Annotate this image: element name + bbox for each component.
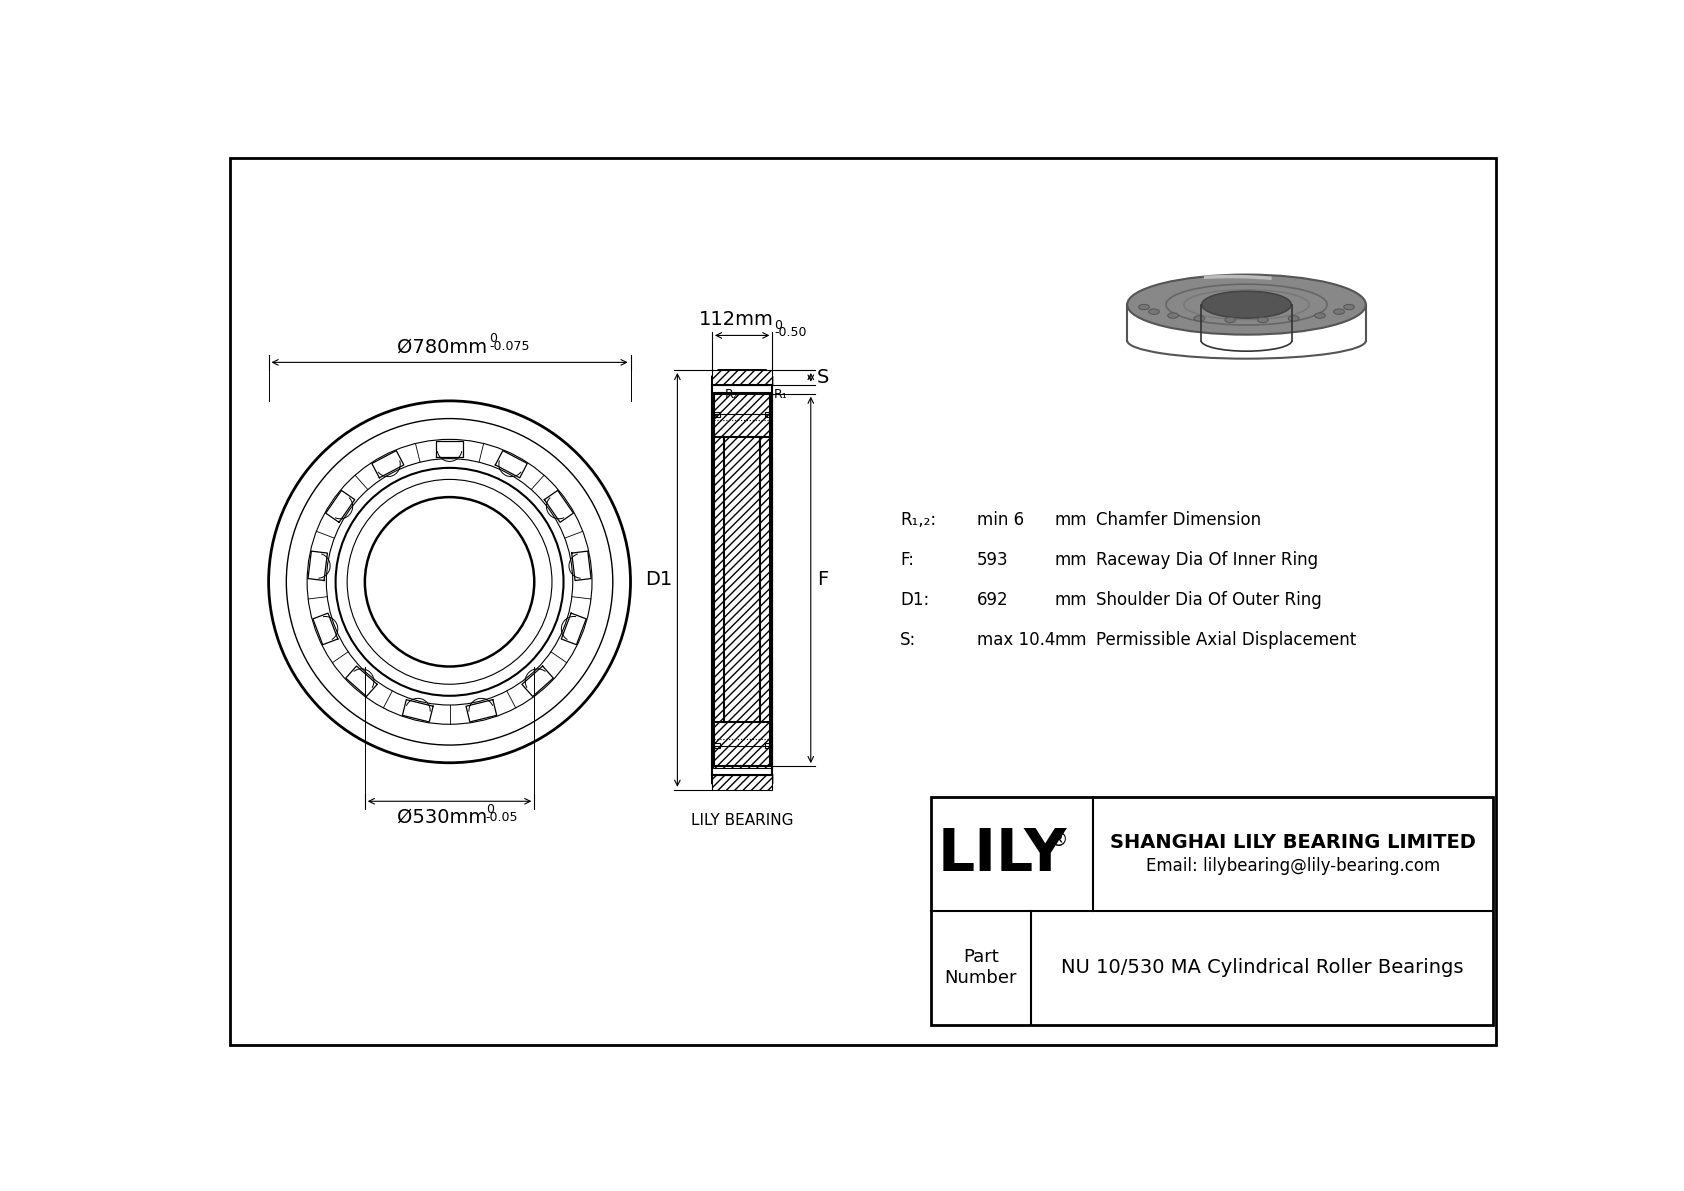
Text: -0.50: -0.50	[775, 326, 807, 339]
Ellipse shape	[1194, 316, 1204, 322]
Ellipse shape	[1288, 316, 1298, 322]
Bar	[759, 394, 770, 437]
Bar	[931, 798, 1494, 1024]
Bar	[765, 412, 771, 417]
Ellipse shape	[1224, 317, 1236, 323]
Text: mm: mm	[1054, 591, 1086, 610]
Bar	[712, 370, 773, 385]
Text: D1: D1	[645, 570, 674, 590]
Text: 0: 0	[775, 319, 783, 332]
Text: F: F	[817, 570, 829, 590]
Ellipse shape	[1167, 313, 1179, 318]
Text: LILY BEARING: LILY BEARING	[690, 812, 793, 828]
Bar	[714, 412, 719, 417]
Text: R₂: R₂	[724, 388, 738, 400]
Text: 112mm: 112mm	[699, 311, 773, 329]
Text: -0.075: -0.075	[490, 341, 530, 353]
Text: Part
Number: Part Number	[945, 948, 1017, 987]
Bar	[714, 394, 724, 437]
Text: S: S	[817, 368, 829, 387]
Bar	[765, 743, 771, 748]
Text: max 10.4: max 10.4	[977, 631, 1056, 649]
Text: 593: 593	[977, 551, 1009, 569]
Text: -0.05: -0.05	[485, 811, 519, 823]
Text: min 6: min 6	[977, 511, 1024, 529]
Text: Shoulder Dia Of Outer Ring: Shoulder Dia Of Outer Ring	[1096, 591, 1322, 610]
Text: F:: F:	[899, 551, 914, 569]
Bar	[714, 437, 722, 723]
Text: SHANGHAI LILY BEARING LIMITED: SHANGHAI LILY BEARING LIMITED	[1110, 834, 1475, 852]
Bar	[712, 775, 773, 790]
Ellipse shape	[1315, 313, 1325, 318]
Text: Email: lilybearing@lily-bearing.com: Email: lilybearing@lily-bearing.com	[1145, 856, 1440, 874]
Text: mm: mm	[1054, 511, 1086, 529]
Ellipse shape	[1127, 275, 1366, 335]
Bar	[714, 743, 719, 748]
Ellipse shape	[1148, 308, 1159, 314]
Text: Raceway Dia Of Inner Ring: Raceway Dia Of Inner Ring	[1096, 551, 1319, 569]
Bar	[714, 723, 724, 766]
Ellipse shape	[1344, 305, 1354, 310]
Text: D1:: D1:	[899, 591, 930, 610]
Text: S:: S:	[899, 631, 916, 649]
Text: 0: 0	[485, 803, 493, 816]
Ellipse shape	[1138, 305, 1150, 310]
Text: mm: mm	[1054, 551, 1086, 569]
Ellipse shape	[1202, 291, 1292, 318]
Text: Ø780mm: Ø780mm	[397, 337, 487, 356]
Text: R₁,₂:: R₁,₂:	[899, 511, 936, 529]
Text: LILY: LILY	[938, 825, 1068, 883]
Text: ®: ®	[1049, 831, 1068, 850]
Text: mm: mm	[1054, 631, 1086, 649]
Ellipse shape	[1334, 308, 1344, 314]
Text: 0: 0	[490, 332, 497, 345]
Text: Chamfer Dimension: Chamfer Dimension	[1096, 511, 1261, 529]
Ellipse shape	[1258, 317, 1268, 323]
Bar	[759, 723, 770, 766]
Text: NU 10/530 MA Cylindrical Roller Bearings: NU 10/530 MA Cylindrical Roller Bearings	[1061, 959, 1463, 978]
Bar	[761, 437, 770, 723]
Text: R₁: R₁	[775, 388, 788, 400]
Bar	[712, 392, 771, 767]
Polygon shape	[712, 775, 773, 790]
Polygon shape	[712, 370, 773, 385]
Text: Permissible Axial Displacement: Permissible Axial Displacement	[1096, 631, 1357, 649]
Text: Ø530mm: Ø530mm	[397, 807, 487, 827]
Text: 692: 692	[977, 591, 1009, 610]
